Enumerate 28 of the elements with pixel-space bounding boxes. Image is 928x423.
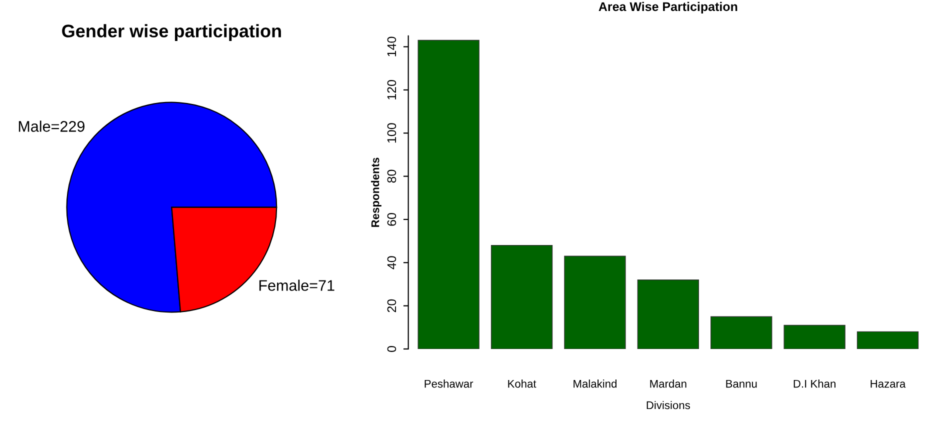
x-tick-label: Peshawar (424, 380, 474, 388)
y-tick-label: 60 (387, 212, 396, 226)
bar (637, 280, 699, 349)
x-tick-label: Kohat (508, 380, 536, 388)
y-tick-label: 20 (387, 299, 396, 312)
slice-label: Female=71 (259, 280, 334, 291)
chart-title: Gender wise participation (62, 24, 281, 41)
y-tick-label: 100 (387, 123, 396, 143)
x-tick-label: Mardan (650, 380, 686, 388)
y-tick-label: 0 (387, 346, 396, 352)
y-tick-label: 140 (387, 36, 396, 56)
bar (784, 324, 846, 349)
bar (710, 316, 772, 349)
bar (564, 256, 626, 349)
bar (490, 245, 553, 349)
x-axis-title: Divisions (646, 401, 690, 410)
x-tick-label: Malakind (574, 380, 616, 388)
y-tick-label: 80 (387, 170, 396, 183)
y-tick-label: 120 (387, 80, 396, 100)
y-axis-title: Respondents (371, 158, 382, 227)
slice-label: Male=229 (18, 120, 84, 132)
chart-title: Area Wise Participation (598, 2, 738, 14)
x-tick-label: D.I Khan (794, 380, 836, 388)
bar (418, 40, 480, 349)
bar (856, 331, 919, 349)
y-tick-label: 40 (387, 256, 396, 270)
x-tick-label: Bannu (726, 380, 757, 388)
x-tick-label: Hazara (870, 380, 906, 388)
